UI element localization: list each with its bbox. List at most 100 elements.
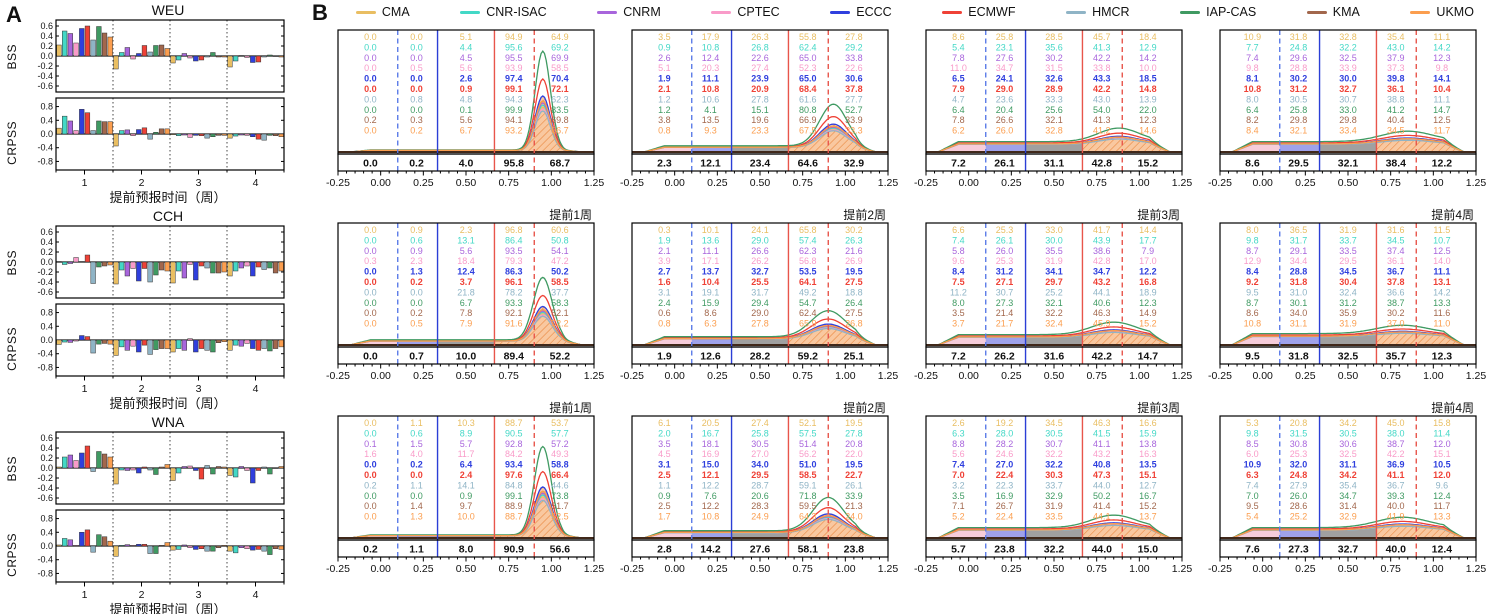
plot-title: 提前1周 [549, 208, 592, 222]
svg-text:0.0: 0.0 [364, 512, 377, 522]
svg-text:0.9: 0.9 [658, 491, 671, 501]
svg-text:64.6: 64.6 [798, 158, 819, 170]
svg-text:0.0: 0.0 [364, 277, 377, 287]
svg-text:0.0: 0.0 [410, 84, 423, 94]
svg-text:7.6: 7.6 [704, 491, 717, 501]
svg-text:33.8: 33.8 [845, 53, 863, 63]
svg-text:34.5: 34.5 [1339, 267, 1357, 277]
svg-text:31.2: 31.2 [996, 267, 1014, 277]
svg-text:35.6: 35.6 [1045, 42, 1063, 52]
svg-text:31.2: 31.2 [1290, 84, 1308, 94]
svg-text:30.0: 30.0 [1339, 74, 1357, 84]
svg-text:38.4: 38.4 [1386, 158, 1407, 170]
svg-text:26.9: 26.9 [845, 256, 863, 266]
density-plot-cell: 提前2周 6.1 20.5 27.4 52.1 19.5 2.0 16.7 25.8 57.5 27… [620, 401, 898, 575]
svg-text:6.2: 6.2 [952, 126, 965, 136]
svg-text:50.2: 50.2 [1093, 491, 1111, 501]
svg-text:9.5: 9.5 [1246, 501, 1259, 511]
svg-text:0.6: 0.6 [40, 21, 53, 31]
svg-text:0.00: 0.00 [664, 563, 685, 575]
svg-text:20.9: 20.9 [751, 84, 769, 94]
svg-text:0.8: 0.8 [40, 102, 53, 112]
density-plot: 0.0 1.1 10.3 88.7 53.70.0 0.6 8.9 90.5 57.70.1 1.… [326, 415, 604, 575]
svg-text:10.8: 10.8 [1244, 84, 1262, 94]
svg-text:33.3: 33.3 [1045, 94, 1063, 104]
svg-text:6.3: 6.3 [1246, 470, 1259, 480]
svg-text:2.6: 2.6 [658, 53, 671, 63]
legend-model-name: CNR-ISAC [486, 5, 547, 19]
svg-text:64.3: 64.3 [799, 512, 817, 522]
density-plot: 0.0 0.0 5.1 94.9 64.90.0 0.0 4.4 95.6 69.20.0 0.0… [326, 29, 604, 189]
svg-text:35.5: 35.5 [1045, 246, 1063, 256]
svg-text:57.2: 57.2 [551, 439, 569, 449]
svg-text:52.1: 52.1 [799, 418, 817, 428]
svg-text:11.6: 11.6 [1433, 308, 1450, 318]
svg-text:10.6: 10.6 [702, 94, 720, 104]
svg-text:13.8: 13.8 [1139, 439, 1157, 449]
legend-item-ecmwf: ECMWF [942, 5, 1016, 19]
svg-text:8.7: 8.7 [1246, 246, 1259, 256]
svg-text:0.75: 0.75 [498, 370, 519, 382]
svg-text:10.0: 10.0 [456, 351, 477, 363]
svg-text:0.25: 0.25 [1001, 563, 1022, 575]
svg-text:1.00: 1.00 [1129, 370, 1150, 382]
svg-text:24.9: 24.9 [751, 512, 769, 522]
svg-text:-0.4: -0.4 [37, 277, 53, 287]
svg-text:21.8: 21.8 [457, 287, 475, 297]
svg-text:-0.6: -0.6 [37, 493, 53, 503]
svg-text:29.8: 29.8 [1339, 115, 1357, 125]
svg-text:0.75: 0.75 [792, 370, 813, 382]
svg-text:46.3: 46.3 [1093, 418, 1111, 428]
svg-text:2.6: 2.6 [952, 418, 965, 428]
svg-text:3: 3 [196, 177, 202, 189]
svg-text:35.4: 35.4 [1387, 32, 1405, 42]
panel-a-label: A [6, 2, 22, 27]
svg-text:0.75: 0.75 [792, 563, 813, 575]
chart-row: CRPSS 0.8 0.4 0.0 -0.4 -0.8 1 2 3 4 [4, 96, 302, 190]
svg-text:28.2: 28.2 [996, 439, 1014, 449]
svg-text:-0.4: -0.4 [37, 349, 53, 359]
metric-axis-label: BSS [5, 44, 19, 70]
legend-swatch-icon [597, 10, 618, 14]
svg-text:12.6: 12.6 [700, 351, 721, 363]
svg-text:0.25: 0.25 [1001, 177, 1022, 189]
svg-text:12.2: 12.2 [1432, 158, 1453, 170]
svg-text:26.6: 26.6 [996, 115, 1014, 125]
svg-text:0.1: 0.1 [364, 439, 377, 449]
svg-text:25.3: 25.3 [996, 225, 1014, 235]
svg-text:57.5: 57.5 [799, 428, 817, 438]
svg-text:41.1: 41.1 [1093, 439, 1111, 449]
svg-text:-0.25: -0.25 [1208, 370, 1232, 382]
chart-row: BSS 0.6 0.4 0.2 0.0 -0.2 -0.4 -0.6 [4, 18, 302, 96]
svg-text:1.2: 1.2 [658, 94, 671, 104]
plot-title: 提前2周 [843, 208, 886, 222]
svg-text:33.5: 33.5 [1045, 512, 1063, 522]
svg-text:93.5: 93.5 [505, 246, 523, 256]
svg-text:30.2: 30.2 [1290, 74, 1308, 84]
svg-text:0.0: 0.0 [364, 94, 377, 104]
svg-text:0.2: 0.2 [364, 115, 377, 125]
svg-text:8.4: 8.4 [1246, 267, 1259, 277]
svg-text:32.7: 32.7 [1339, 84, 1357, 94]
plot-title: 提前3周 [1137, 401, 1180, 415]
svg-text:34.5: 34.5 [1387, 235, 1405, 245]
svg-text:0.0: 0.0 [364, 235, 377, 245]
svg-text:33.9: 33.9 [845, 491, 863, 501]
svg-text:26.4: 26.4 [845, 298, 863, 308]
svg-text:17.9: 17.9 [702, 32, 720, 42]
svg-text:96.1: 96.1 [505, 277, 523, 287]
svg-text:0.75: 0.75 [1380, 177, 1401, 189]
svg-text:8.0: 8.0 [952, 298, 965, 308]
svg-text:99.1: 99.1 [505, 84, 523, 94]
svg-text:4: 4 [253, 177, 259, 189]
svg-text:-0.25: -0.25 [620, 177, 644, 189]
svg-text:-0.25: -0.25 [326, 563, 350, 575]
svg-text:45.7: 45.7 [1093, 32, 1111, 42]
svg-text:1.1: 1.1 [658, 480, 671, 490]
svg-text:53.5: 53.5 [799, 267, 817, 277]
svg-text:7.6: 7.6 [1245, 544, 1260, 556]
svg-text:25.3: 25.3 [996, 256, 1014, 266]
svg-text:9.6: 9.6 [952, 256, 965, 266]
svg-text:-0.2: -0.2 [37, 61, 53, 71]
svg-text:93.2: 93.2 [505, 126, 523, 136]
